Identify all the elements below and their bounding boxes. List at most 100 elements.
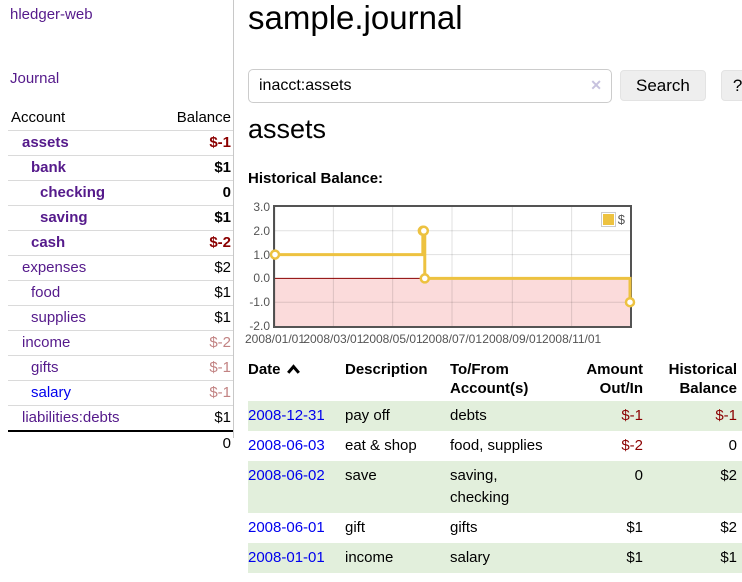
transaction-description: eat & shop [345,437,417,454]
transaction-balance: 0 [728,437,737,454]
sidebar: hledger-web Journal Account Balance asse… [0,0,234,452]
help-button[interactable]: ? [720,70,742,101]
legend-label: $ [617,212,625,227]
account-balance: $-1 [209,359,231,376]
y-axis-tick: 1.0 [253,247,270,262]
journal-nav-link[interactable]: Journal [10,70,60,87]
account-link[interactable]: cash [31,234,66,251]
x-axis-tick: 2008/11/01 [542,332,602,346]
account-link[interactable]: liabilities:debts [22,409,120,426]
accounts-table-header: Account Balance [8,106,233,130]
register-row: 2008-01-01 income salary $1 $1 [248,543,742,573]
account-row: cash $-2 [8,230,233,255]
account-link[interactable]: saving [40,209,88,226]
transaction-amount: $-1 [621,407,643,424]
transaction-date-link[interactable]: 2008-06-01 [248,519,325,536]
register-rows: 2008-12-31 pay off debts $-1 $-1 2008-06… [248,401,742,573]
transaction-accounts: saving, checking [450,467,510,506]
transaction-accounts: debts [450,407,487,424]
account-row: assets $-1 [8,130,233,155]
app-brand-link[interactable]: hledger-web [10,6,93,23]
account-link[interactable]: supplies [31,309,87,326]
accounts-total-value: 0 [222,435,231,452]
account-row: expenses $2 [8,255,233,280]
account-row: food $1 [8,280,233,305]
register-table: Date Description To/From Account(s) Amou… [248,360,742,573]
account-balance: $1 [214,209,231,226]
transaction-accounts: salary [450,549,491,566]
legend-swatch [600,212,616,227]
account-balance: $1 [214,284,231,301]
transaction-balance: $2 [720,519,737,536]
account-row: salary $-1 [8,380,233,405]
x-axis-tick: 2008/01/01 [244,332,306,346]
y-axis-tick: 0.0 [253,271,270,286]
description-column-header: Description [345,361,428,378]
account-row: liabilities:debts $1 [8,405,233,430]
account-link[interactable]: salary [31,384,72,401]
balance-chart: $ 3.0 2.0 1.0 0.0 -1.0 -2.0 2008/01/01 2008/03/… [244,198,668,350]
account-balance: $2 [214,259,231,276]
y-axis-tick: -2.0 [249,319,270,333]
transaction-date-link[interactable]: 2008-01-01 [248,549,325,566]
date-column-header[interactable]: Date [248,360,345,398]
account-link[interactable]: assets [22,134,69,151]
search-form: ✕ Search ? [248,69,742,103]
amount-column-header: Amount Out/In [586,361,643,397]
transaction-balance: $-1 [715,407,737,424]
sort-ascending-icon [286,364,300,374]
accounts-list: assets $-1 bank $1 checking 0 saving $1 … [8,130,233,430]
transaction-date-link[interactable]: 2008-06-02 [248,467,325,484]
account-balance: $-1 [209,384,231,401]
search-input[interactable] [248,69,612,103]
account-link[interactable]: checking [40,184,106,201]
account-link[interactable]: food [31,284,61,301]
balance-column-header: Historical Balance [668,361,737,397]
transaction-accounts: food, supplies [450,437,543,454]
transaction-description: save [345,467,377,484]
transaction-balance: $1 [720,549,737,566]
register-row: 2008-06-03 eat & shop food, supplies $-2… [248,431,742,461]
transaction-amount: $1 [626,519,643,536]
register-row: 2008-12-31 pay off debts $-1 $-1 [248,401,742,431]
page-title: sample.journal [248,0,463,36]
account-link[interactable]: gifts [31,359,59,376]
account-column-header: Account [11,109,66,126]
y-axis-tick: -1.0 [249,295,270,310]
x-axis-tick: 2008/03/01 [303,332,364,346]
transaction-amount: 0 [634,467,643,484]
legend-swatch-fill [602,214,614,225]
register-row: 2008-06-01 gift gifts $1 $2 [248,513,742,543]
date-header-label: Date [248,361,281,378]
account-row: saving $1 [8,205,233,230]
account-balance: $1 [214,309,231,326]
balance-column-header: Balance [176,109,231,126]
transaction-date-link[interactable]: 2008-12-31 [248,407,325,424]
account-balance: $1 [214,159,231,176]
search-button[interactable]: Search [620,70,706,101]
account-row: checking 0 [8,180,233,205]
transaction-description: gift [345,519,366,536]
y-axis-tick: 2.0 [253,223,270,238]
account-link[interactable]: bank [31,159,67,176]
account-row: gifts $-1 [8,355,233,380]
account-row: income $-2 [8,330,233,355]
accounts-table: Account Balance assets $-1 bank $1 check… [8,106,233,456]
chart-title-label: Historical Balance: [248,170,384,187]
transaction-accounts: gifts [450,519,478,536]
transaction-date-link[interactable]: 2008-06-03 [248,437,325,454]
balance-chart-plot[interactable]: $ [269,205,636,328]
x-axis-tick: 2008/09/01 [482,332,543,346]
transaction-description: pay off [345,407,390,424]
transaction-amount: $1 [626,549,643,566]
x-axis-tick: 2008/05/01 [362,332,423,346]
clear-search-icon[interactable]: ✕ [590,77,602,93]
balance-chart-svg [269,207,636,326]
account-balance: $1 [214,409,231,426]
accounts-column-header: To/From Account(s) [450,361,529,397]
account-link[interactable]: expenses [22,259,87,276]
transaction-amount: $-2 [621,437,643,454]
account-link[interactable]: income [22,334,71,351]
chart-legend: $ [598,211,627,228]
account-row: bank $1 [8,155,233,180]
